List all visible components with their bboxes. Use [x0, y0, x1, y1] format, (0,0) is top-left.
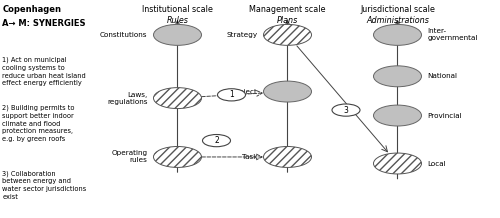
Text: 3) Collaboration
between energy and
water sector jurisdictions
exist: 3) Collaboration between energy and wate… — [2, 170, 87, 200]
Circle shape — [264, 146, 312, 167]
Text: Copenhagen: Copenhagen — [2, 5, 62, 14]
Circle shape — [154, 24, 202, 45]
Circle shape — [374, 66, 422, 87]
Text: Management scale: Management scale — [249, 5, 326, 14]
Circle shape — [264, 24, 312, 45]
Text: Administrations: Administrations — [366, 16, 429, 25]
Text: National: National — [428, 73, 458, 79]
Text: Rules: Rules — [166, 16, 188, 25]
Text: 3: 3 — [344, 106, 348, 115]
Text: Plans: Plans — [277, 16, 298, 25]
Text: 2) Building permits to
support better indoor
climate and flood
protection measur: 2) Building permits to support better in… — [2, 105, 75, 142]
Text: Provincial: Provincial — [428, 112, 462, 119]
Circle shape — [154, 146, 202, 167]
Circle shape — [374, 105, 422, 126]
Text: Operating
rules: Operating rules — [112, 150, 148, 164]
Text: 2: 2 — [214, 136, 219, 145]
Text: Local: Local — [428, 160, 446, 167]
Circle shape — [154, 88, 202, 109]
Circle shape — [218, 89, 246, 101]
Text: 1: 1 — [229, 90, 234, 99]
Circle shape — [202, 135, 230, 147]
Text: Laws,
regulations: Laws, regulations — [107, 92, 148, 105]
Circle shape — [374, 153, 422, 174]
Text: A→ M: SYNERGIES: A→ M: SYNERGIES — [2, 19, 86, 27]
Text: Institutional scale: Institutional scale — [142, 5, 213, 14]
Text: Task: Task — [242, 154, 258, 160]
Text: Jurisdictional scale: Jurisdictional scale — [360, 5, 435, 14]
Text: 1) Act on municipal
cooling systems to
reduce urban heat island
effect energy ef: 1) Act on municipal cooling systems to r… — [2, 57, 86, 86]
Circle shape — [332, 104, 360, 116]
Text: Inter-
governmental: Inter- governmental — [428, 28, 478, 41]
Circle shape — [264, 81, 312, 102]
Text: Project: Project — [232, 89, 258, 95]
Circle shape — [374, 24, 422, 45]
Text: Strategy: Strategy — [226, 32, 258, 38]
Text: Constitutions: Constitutions — [100, 32, 148, 38]
